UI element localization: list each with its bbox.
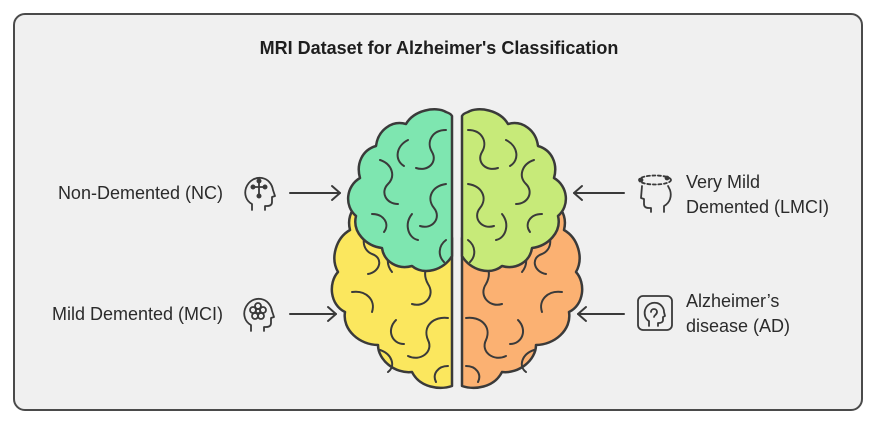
lmci-brain-lobe [460, 108, 567, 273]
head-in-frame-icon [637, 295, 673, 331]
head-with-flower-icon [243, 297, 275, 332]
lmci-lobe-shape [460, 108, 567, 273]
head-with-brain-nodes-icon [244, 176, 276, 211]
lmci-arrow [573, 185, 625, 201]
nc-label: Non-Demented (NC) [57, 183, 223, 203]
lmci-label-line2: Demented (LMCI) [686, 197, 830, 217]
mci-arrow [289, 306, 337, 322]
ad-label-line1: Alzheimer’s [686, 291, 780, 311]
head-with-orbit-icon [638, 174, 672, 213]
diagram-title: MRI Dataset for Alzheimer's Classificati… [259, 38, 619, 58]
ad-arrow [577, 306, 625, 322]
ad-label-line2: disease (AD) [686, 316, 791, 336]
mci-label: Mild Demented (MCI) [51, 304, 223, 324]
lmci-label-line1: Very Mild [686, 172, 761, 192]
nc-arrow [289, 185, 341, 201]
nc-brain-lobe [347, 108, 454, 273]
nc-lobe-shape [347, 108, 454, 273]
